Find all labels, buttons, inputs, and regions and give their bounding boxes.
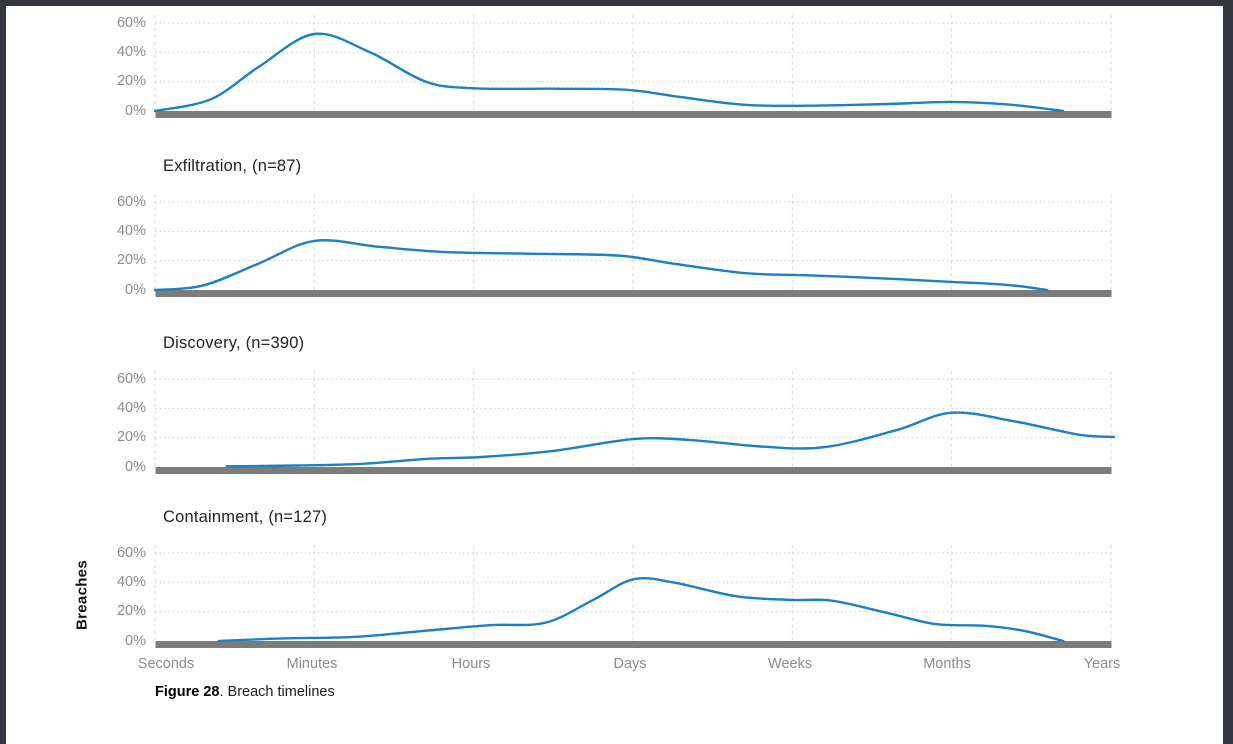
- x-tick-label: Hours: [451, 656, 491, 672]
- y-tick-label: 40%: [116, 574, 146, 590]
- y-axis-title: Breaches: [73, 560, 91, 630]
- panel-title: Containment, (n=127): [163, 508, 328, 526]
- y-tick-label: 0%: [125, 459, 146, 475]
- y-tick-label: 20%: [116, 429, 146, 445]
- x-tick-label: Seconds: [137, 656, 195, 672]
- x-tick-label: Months: [923, 656, 971, 672]
- density-curve-plot: [154, 545, 1112, 648]
- panel-title: Discovery, (n=390): [163, 334, 305, 352]
- y-tick-label: 20%: [116, 603, 146, 619]
- figure-caption-text: . Breach timelines: [219, 684, 335, 700]
- density-curve-plot: [154, 371, 1115, 474]
- y-tick-label: 20%: [116, 73, 146, 89]
- y-tick-label: 0%: [125, 633, 146, 649]
- x-tick-label: Days: [613, 656, 647, 672]
- window-edge-left: [0, 0, 6, 744]
- x-tick-label: Years: [1083, 656, 1121, 672]
- panel-title: Exfiltration, (n=87): [163, 157, 302, 175]
- y-tick-label: 20%: [116, 252, 146, 268]
- y-tick-label: 0%: [125, 282, 146, 298]
- density-curve-plot: [153, 15, 1112, 118]
- y-tick-label: 60%: [116, 15, 146, 31]
- window-edge-right: [1223, 0, 1233, 744]
- figure-caption-number: Figure 28: [155, 684, 220, 700]
- y-tick-label: 60%: [116, 194, 146, 210]
- x-tick-label: Weeks: [767, 656, 813, 672]
- y-tick-label: 60%: [116, 371, 146, 387]
- density-curve-plot: [153, 194, 1112, 297]
- y-tick-label: 60%: [116, 545, 146, 561]
- figure-caption: Figure 28. Breach timelines: [155, 684, 335, 700]
- y-tick-label: 40%: [116, 223, 146, 239]
- y-tick-label: 40%: [116, 44, 146, 60]
- document-page: [6, 6, 1223, 744]
- y-tick-label: 0%: [125, 103, 146, 119]
- window-edge-top: [0, 0, 1233, 6]
- y-tick-label: 40%: [116, 400, 146, 416]
- x-tick-label: Minutes: [286, 656, 338, 672]
